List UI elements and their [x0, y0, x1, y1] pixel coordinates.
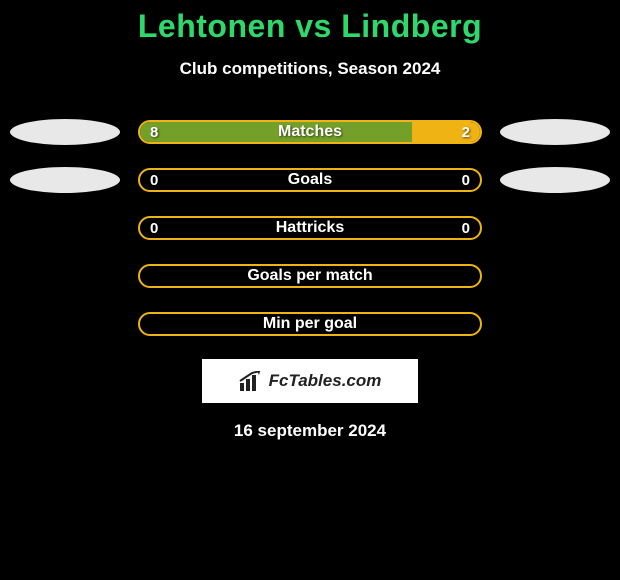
- stat-label: Matches: [140, 122, 480, 142]
- right-pill: [500, 119, 610, 145]
- stat-row: Hattricks0 0: [0, 215, 620, 241]
- stat-row: Goals0 0: [0, 167, 620, 193]
- comparison-canvas: Lehtonen vs Lindberg Club competitions, …: [0, 0, 620, 580]
- left-pill: [10, 311, 120, 337]
- left-pill: [10, 119, 120, 145]
- left-pill: [10, 215, 120, 241]
- right-pill: [500, 167, 610, 193]
- subtitle: Club competitions, Season 2024: [0, 59, 620, 79]
- stat-value-right: 0: [462, 170, 470, 190]
- stat-bar: Goals0 0: [138, 168, 482, 192]
- date-text: 16 september 2024: [0, 421, 620, 441]
- stat-value-right: 2: [462, 122, 470, 142]
- stat-label: Min per goal: [140, 314, 480, 334]
- stat-value-left: 0: [150, 218, 158, 238]
- stat-label: Hattricks: [140, 218, 480, 238]
- stat-row: Matches8 2: [0, 119, 620, 145]
- right-pill: [500, 215, 610, 241]
- left-pill: [10, 263, 120, 289]
- stat-bar: Hattricks0 0: [138, 216, 482, 240]
- left-pill: [10, 167, 120, 193]
- stat-bar: Min per goal: [138, 312, 482, 336]
- brand-box: FcTables.com: [202, 359, 418, 403]
- stat-row: Goals per match: [0, 263, 620, 289]
- stat-value-left: 0: [150, 170, 158, 190]
- stat-row: Min per goal: [0, 311, 620, 337]
- page-title: Lehtonen vs Lindberg: [0, 0, 620, 45]
- stat-label: Goals: [140, 170, 480, 190]
- comparison-rows: Matches82Goals00Hattricks00Goals per mat…: [0, 119, 620, 337]
- brand-chart-icon: [239, 371, 263, 391]
- right-pill: [500, 311, 610, 337]
- brand-text: FcTables.com: [269, 371, 382, 391]
- right-pill: [500, 263, 610, 289]
- stat-bar: Goals per match: [138, 264, 482, 288]
- stat-label: Goals per match: [140, 266, 480, 286]
- stat-value-left: 8: [150, 122, 158, 142]
- stat-value-right: 0: [462, 218, 470, 238]
- stat-bar: Matches8 2: [138, 120, 482, 144]
